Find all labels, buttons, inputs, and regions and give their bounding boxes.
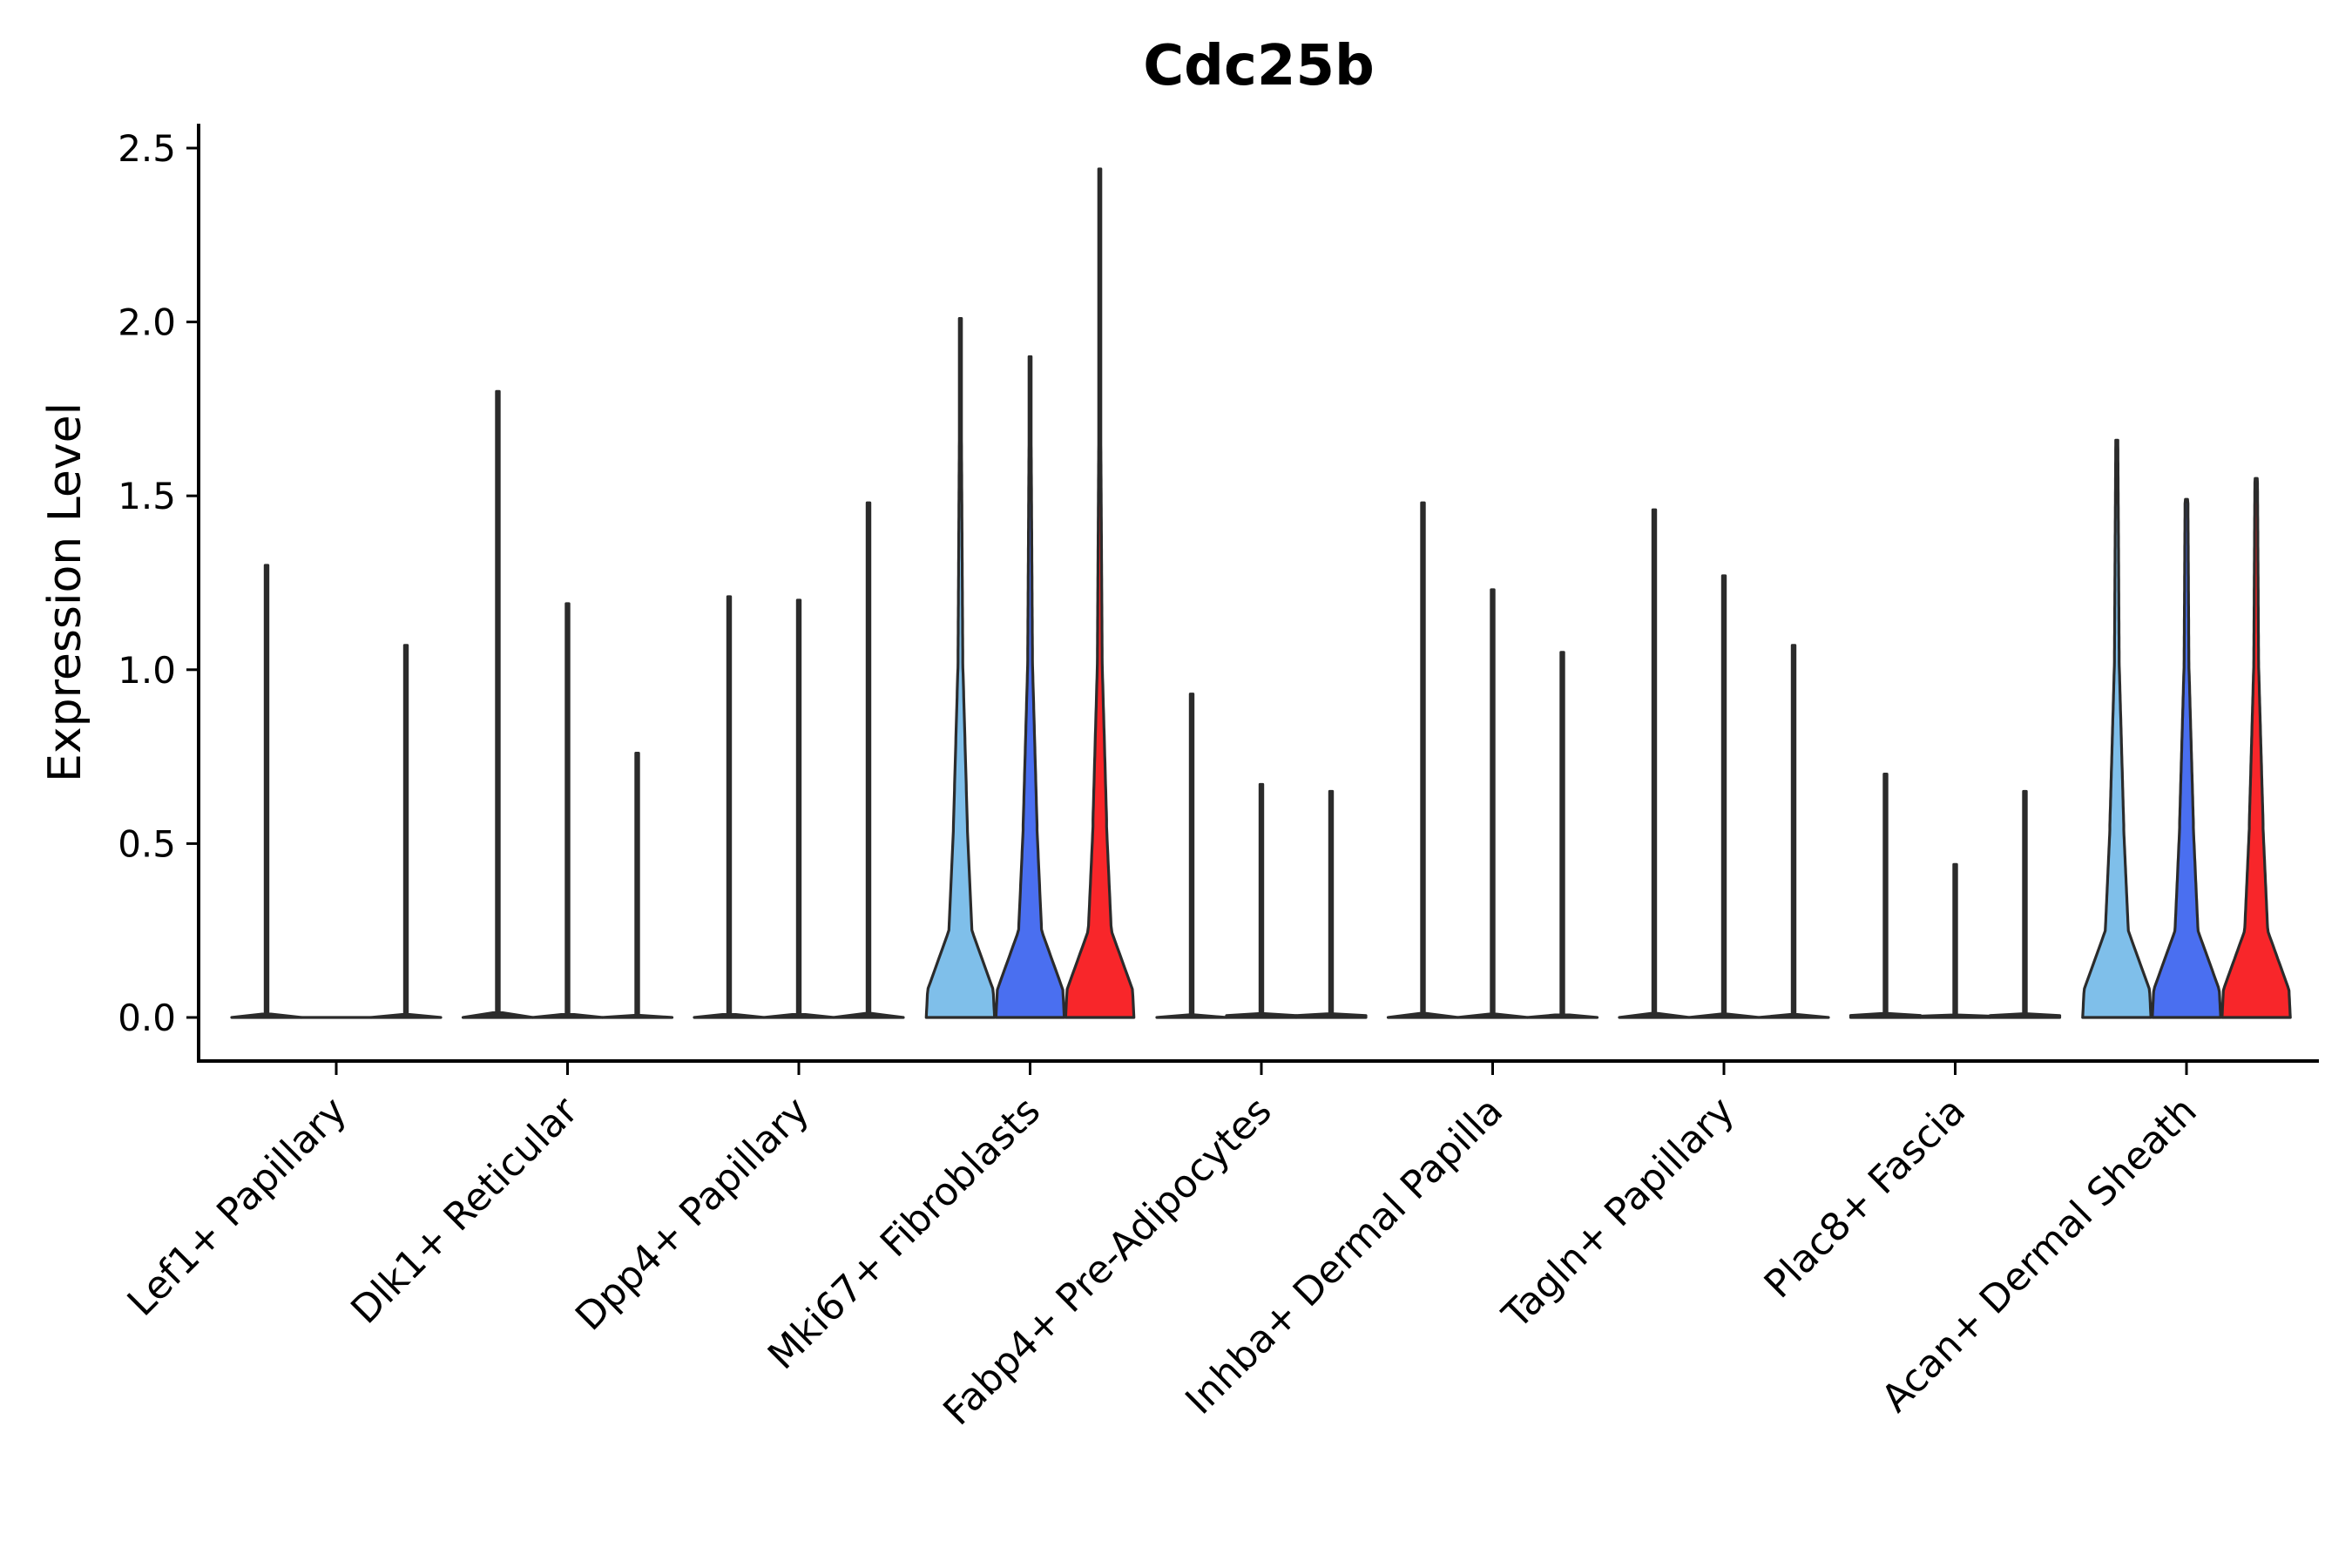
violin-group3	[600, 752, 674, 1019]
violin-group2	[531, 602, 605, 1019]
x-tick-label: Tagln+ Papillary	[1494, 1089, 1743, 1338]
y-tick-label: 2.5	[118, 127, 176, 170]
y-tick-label: 0.0	[118, 997, 176, 1039]
violin-group1	[2081, 438, 2153, 1019]
x-tick-label: Lef1+ Papillary	[119, 1089, 355, 1325]
violin-group3	[1757, 644, 1830, 1019]
y-ticks: 0.0 0.5 1.0 1.5 2.0 2.5	[118, 127, 199, 1039]
y-axis-label: Expression Level	[39, 402, 91, 782]
violin-group3	[1525, 651, 1599, 1019]
violin-group2	[1687, 574, 1761, 1019]
x-tick-label: Dpp4+ Papillary	[567, 1089, 818, 1340]
violin-group1	[1386, 501, 1460, 1019]
y-tick-label: 0.5	[118, 822, 176, 865]
violin-group3	[1988, 789, 2062, 1019]
violin-group2	[994, 355, 1066, 1019]
y-tick-label: 1.0	[118, 649, 176, 692]
violin-group1	[1618, 508, 1691, 1019]
violins-layer	[230, 167, 2292, 1019]
violin-group2	[762, 598, 835, 1019]
x-tick-label: Dlk1+ Reticular	[342, 1088, 587, 1333]
y-tick-label: 1.5	[118, 475, 176, 517]
violin-group1	[1848, 773, 1923, 1019]
violin-group2	[1225, 782, 1298, 1019]
y-tick-label: 2.0	[118, 301, 176, 344]
violin-group3	[2220, 476, 2292, 1019]
violin-group1	[693, 595, 766, 1019]
violin-group2	[1456, 588, 1530, 1019]
violin-group3	[832, 501, 905, 1019]
violin-group2	[2151, 497, 2222, 1019]
chart-title: Cdc25b	[1143, 34, 1375, 98]
violin-group1	[230, 564, 303, 1019]
violin-group3	[1294, 789, 1368, 1019]
violin-group1	[924, 317, 997, 1019]
violin-group1	[461, 389, 535, 1019]
x-tick-label: Plac8+ Fascia	[1756, 1089, 1975, 1308]
violin-group2	[1918, 862, 1992, 1019]
violin-group3	[1064, 167, 1136, 1019]
violin-group1	[1155, 693, 1228, 1019]
violin-group3	[369, 644, 443, 1019]
